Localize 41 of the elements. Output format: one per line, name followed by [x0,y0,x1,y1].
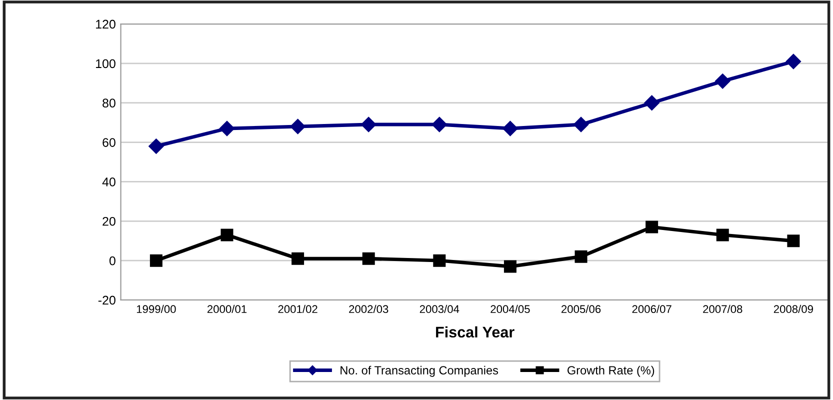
y-tick-label: 60 [102,138,116,147]
x-tick-label: 2007/08 [703,304,742,314]
point [715,74,730,89]
x-tick-label: 2006/07 [632,304,672,314]
point [219,120,235,136]
y-tick-label: 100 [96,59,116,68]
point [361,116,376,132]
point [148,138,164,154]
point [502,120,518,136]
y-tick-label: -20 [98,296,116,305]
x-tick-label: 2004/05 [490,304,530,314]
point [573,116,589,132]
point [432,116,447,132]
x-tick-label: 2001/02 [278,304,318,314]
point [787,234,800,248]
legend-label: No. of Transacting Companies [340,366,498,377]
point [433,254,446,267]
y-tick-label: 0 [109,256,116,266]
point [574,250,588,263]
point [292,252,304,265]
point [290,118,306,134]
point [646,220,658,234]
x-tick-label: 2003/04 [420,304,460,314]
x-tick-label: 2002/03 [349,304,388,314]
x-tick-label: 2005/06 [561,304,601,314]
point [150,254,162,267]
point [220,228,234,242]
point [504,260,516,273]
x-axis-title: Fiscal Year [436,326,514,338]
x-tick-label: 1999/00 [136,304,176,314]
x-tick-label: 2000/01 [207,304,247,314]
y-tick-label: 20 [102,216,116,226]
point [786,54,801,70]
y-tick-label: 80 [102,98,116,108]
point [644,95,660,110]
x-tick-label: 2008/09 [774,304,813,314]
y-tick-label: 120 [96,20,116,29]
legend-label: Growth Rate (%) [568,366,654,377]
point [362,252,375,265]
y-tick-label: 40 [102,178,116,186]
point [716,228,729,242]
